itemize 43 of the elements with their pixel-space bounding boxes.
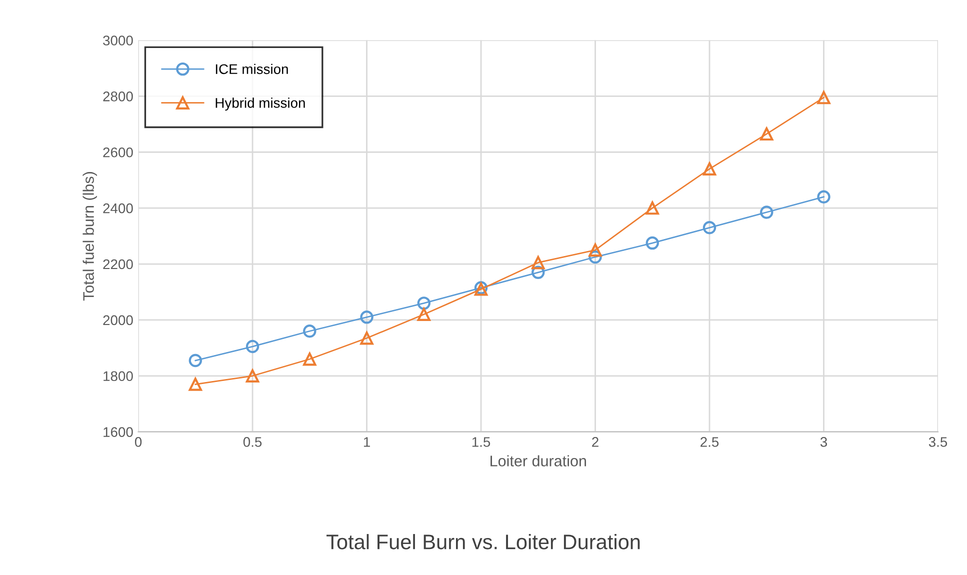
point bbox=[760, 206, 774, 219]
point bbox=[303, 352, 316, 366]
x-tick-label: 2 bbox=[592, 437, 598, 447]
point bbox=[246, 340, 260, 354]
legend-label: Hybrid mission bbox=[216, 98, 305, 111]
x-tick-label: 0 bbox=[134, 437, 142, 447]
y-tick-label: 3000 bbox=[103, 36, 133, 46]
y-tick-label: 2600 bbox=[103, 147, 133, 158]
y-tick-label: 2000 bbox=[103, 315, 133, 326]
point bbox=[532, 266, 545, 279]
point bbox=[588, 243, 602, 257]
x-tick-label: 2.5 bbox=[700, 437, 719, 447]
x-axis-title: Loiter duration bbox=[490, 455, 586, 466]
point bbox=[360, 332, 374, 345]
point bbox=[246, 369, 260, 382]
point bbox=[817, 90, 830, 104]
point bbox=[646, 201, 659, 215]
point bbox=[817, 190, 830, 204]
point bbox=[702, 221, 716, 234]
x-tick-label: 0.5 bbox=[243, 437, 262, 447]
point bbox=[588, 250, 602, 264]
y-axis-title: Total fuel burn (lbs) bbox=[82, 172, 97, 301]
point bbox=[360, 310, 374, 324]
text: Total Fuel Burn vs. Loiter Duration bbox=[326, 534, 640, 550]
point bbox=[303, 324, 316, 338]
x-tick-label: 1.5 bbox=[472, 437, 490, 447]
point bbox=[646, 236, 659, 250]
x-tick-label: 1 bbox=[364, 437, 370, 447]
x-tick-label: 3.5 bbox=[928, 437, 948, 447]
point bbox=[188, 354, 202, 368]
point bbox=[188, 378, 202, 391]
y-tick-label: 2200 bbox=[103, 259, 133, 270]
point bbox=[760, 127, 774, 141]
y-tick-label: 2400 bbox=[103, 203, 133, 214]
y-tick-label: 2800 bbox=[103, 92, 133, 102]
point bbox=[417, 296, 430, 310]
point bbox=[417, 308, 430, 321]
legend-label: ICE mission bbox=[216, 64, 288, 74]
y-tick-label: 1600 bbox=[104, 427, 133, 437]
point bbox=[702, 162, 716, 176]
point bbox=[532, 256, 545, 270]
x-tick-label: 3 bbox=[820, 437, 827, 447]
y-tick-label: 1800 bbox=[104, 371, 133, 382]
